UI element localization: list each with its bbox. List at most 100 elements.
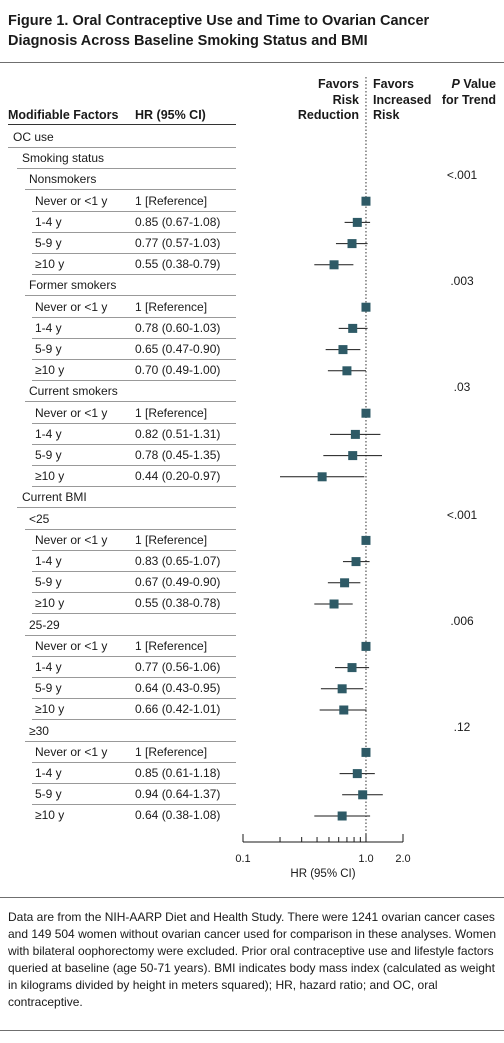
table-row: ≥10 y 0.66 (0.42-1.01) (0, 699, 504, 721)
forest-plot: 0.1 1.0 2.0 HR (95% CI) (235, 77, 411, 880)
row-label: 1-4 y (35, 766, 62, 780)
row-divider (32, 486, 236, 488)
row-divider (32, 698, 236, 700)
table-row: Never or <1 y 1 [Reference] (0, 742, 504, 763)
row-label: ≥10 y (35, 808, 65, 823)
table-row: Smoking status (0, 148, 504, 170)
row-hr-ci: 0.70 (0.49-1.00) (135, 363, 221, 378)
hr-marker (338, 345, 348, 355)
row-p-value: .003 (450, 274, 474, 289)
table-row: Never or <1 y 1 [Reference] (0, 636, 504, 657)
row-hr-ci: 1 [Reference] (135, 532, 208, 547)
table-row: Current BMI (0, 487, 504, 509)
row-divider (32, 613, 236, 615)
row-hr-ci: 1 [Reference] (135, 299, 208, 314)
row-label: 5-9 y (35, 681, 62, 696)
table-row: <25 <.001 (0, 508, 504, 530)
hr-marker (339, 705, 349, 715)
row-p-value: .12 (453, 719, 471, 734)
row-label: Smoking status (22, 151, 105, 166)
table-row: 1-4 y 0.77 (0.56-1.06) (0, 657, 504, 678)
hr-marker (361, 408, 371, 418)
row-hr-ci: 0.77 (0.56-1.06) (135, 660, 221, 674)
hr-marker (361, 196, 371, 206)
row-label: 1-4 y (35, 554, 62, 568)
row-label: 1-4 y (35, 426, 62, 441)
hr-marker (361, 747, 371, 757)
row-label: 1-4 y (35, 214, 62, 229)
row-divider (32, 571, 236, 572)
row-label: 25-29 (29, 617, 60, 632)
header-p-value: P Value for Trend (434, 77, 496, 108)
table-row: 1-4 y 0.78 (0.60-1.03) (0, 318, 504, 339)
table-row: 5-9 y 0.64 (0.43-0.95) (0, 678, 504, 700)
row-divider (32, 337, 236, 339)
row-hr-ci: 0.85 (0.67-1.08) (135, 214, 221, 229)
row-hr-ci: 0.78 (0.45-1.35) (135, 448, 221, 462)
row-divider (25, 634, 236, 636)
x-tick-label: 1.0 (358, 853, 373, 865)
hr-marker (347, 663, 357, 673)
row-label: Never or <1 y (35, 193, 108, 208)
title-divider (0, 62, 504, 63)
row-hr-ci: 0.64 (0.43-0.95) (135, 681, 221, 696)
row-divider (32, 783, 236, 784)
hr-marker (351, 557, 361, 567)
row-divider (32, 677, 236, 678)
row-label: 1-4 y (35, 320, 62, 335)
row-divider (17, 168, 236, 170)
row-label: 5-9 y (35, 342, 62, 356)
table-row: OC use (0, 127, 504, 148)
row-label: Never or <1 y (35, 744, 108, 759)
hr-marker (317, 472, 327, 482)
row-hr-ci: 0.64 (0.38-1.08) (135, 808, 221, 823)
row-hr-ci: 0.85 (0.61-1.18) (135, 766, 221, 780)
row-label: <25 (29, 511, 50, 526)
row-hr-ci: 0.65 (0.47-0.90) (135, 342, 221, 356)
row-label: Nonsmokers (29, 172, 97, 187)
row-hr-ci: 1 [Reference] (135, 405, 208, 420)
hr-marker (329, 260, 339, 270)
table-row: 5-9 y 0.67 (0.49-0.90) (0, 572, 504, 594)
table-row: Current smokers .03 (0, 380, 504, 403)
row-divider (32, 231, 236, 233)
row-divider (25, 295, 236, 297)
row-divider (32, 549, 236, 551)
row-label: ≥30 (29, 723, 49, 738)
row-divider (32, 274, 236, 276)
header-divider (8, 124, 236, 125)
row-label: Current BMI (22, 490, 87, 505)
row-divider (17, 507, 236, 509)
row-divider (32, 719, 236, 721)
table-row: 5-9 y 0.78 (0.45-1.35) (0, 445, 504, 466)
favors-increased-line3: Risk (373, 108, 400, 122)
table-row: Nonsmokers <.001 (0, 168, 504, 191)
row-label: 5-9 y (35, 787, 62, 802)
row-p-value: .03 (453, 380, 471, 395)
row-label: Never or <1 y (35, 405, 108, 420)
row-hr-ci: 0.44 (0.20-0.97) (135, 469, 221, 484)
hr-marker (350, 429, 360, 439)
p-italic: P (451, 77, 460, 91)
footnote-divider-bottom (0, 1030, 504, 1031)
row-label: ≥10 y (35, 257, 65, 272)
x-axis-label: HR (95% CI) (290, 868, 355, 880)
row-divider (8, 147, 236, 148)
hr-marker (340, 578, 350, 588)
hr-marker (329, 599, 339, 609)
row-hr-ci: 0.55 (0.38-0.78) (135, 596, 221, 611)
table-row: Never or <1 y 1 [Reference] (0, 403, 504, 424)
table-row: ≥30 .12 (0, 719, 504, 742)
favors-reduction-line3: Reduction (297, 108, 359, 122)
row-label: ≥10 y (35, 469, 65, 484)
row-divider (32, 655, 236, 657)
row-label: 5-9 y (35, 448, 62, 462)
hr-marker (358, 790, 368, 800)
row-divider (32, 359, 236, 360)
row-label: 1-4 y (35, 660, 62, 674)
hr-marker (361, 302, 371, 312)
table-row: ≥10 y 0.64 (0.38-1.08) (0, 805, 504, 826)
header-favors-reduction: Favors Risk Reduction (280, 77, 359, 124)
row-divider (32, 253, 236, 254)
x-tick-label: 2.0 (395, 853, 410, 865)
